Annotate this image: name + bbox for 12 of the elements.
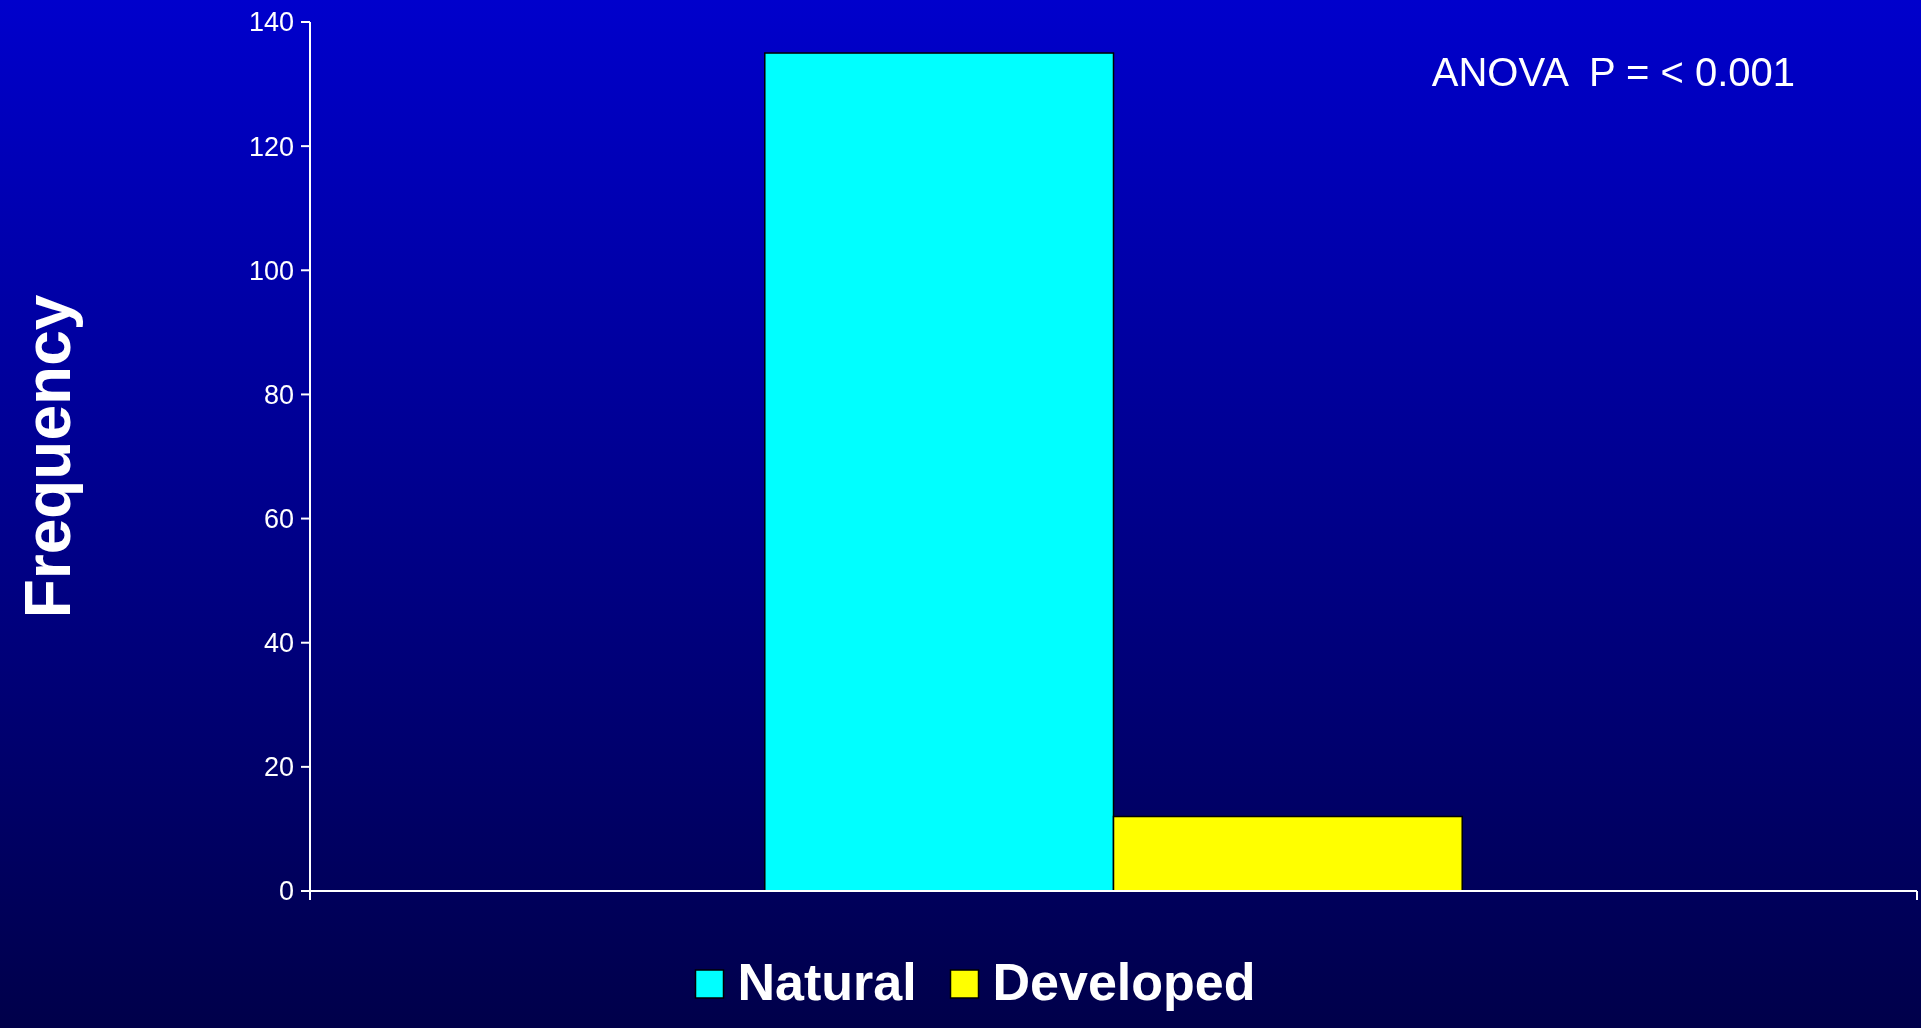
y-tick-label: 120 [248, 131, 294, 162]
y-tick-label: 100 [248, 255, 294, 286]
y-tick-label: 140 [248, 7, 294, 38]
y-axis-title: Frequency [12, 294, 84, 619]
y-tick-label: 40 [263, 628, 294, 659]
y-tick-label: 80 [263, 379, 294, 410]
legend-label: Natural [737, 953, 917, 1011]
y-tick-label: 60 [263, 504, 294, 535]
y-tick-label: 0 [278, 876, 294, 907]
annotation: ANOVA P = < 0.001 [1431, 50, 1795, 94]
y-tick-label: 20 [263, 752, 294, 783]
legend-label: Developed [992, 953, 1256, 1011]
